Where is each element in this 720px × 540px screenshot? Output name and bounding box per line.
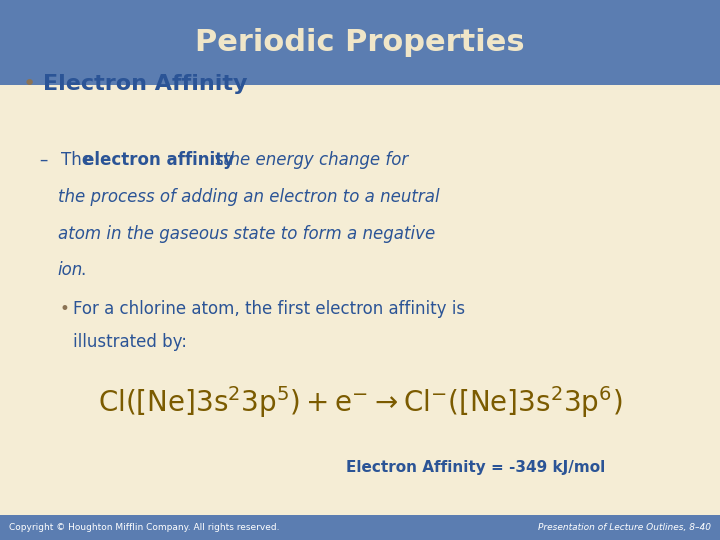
Text: electron affinity: electron affinity (83, 151, 234, 169)
Text: Copyright © Houghton Mifflin Company. All rights reserved.: Copyright © Houghton Mifflin Company. Al… (9, 523, 280, 532)
Text: illustrated by:: illustrated by: (73, 333, 187, 351)
Text: $\mathrm{Cl([Ne]3s^{2}3p^{5}) + e^{-} \rightarrow Cl^{-}([Ne]3s^{2}3p^{6})}$: $\mathrm{Cl([Ne]3s^{2}3p^{5}) + e^{-} \r… (98, 384, 622, 420)
Text: Electron Affinity: Electron Affinity (43, 73, 248, 94)
Text: .: . (81, 261, 86, 279)
Text: atom in the gaseous state to form a negative: atom in the gaseous state to form a nega… (58, 225, 435, 242)
Text: The: The (61, 151, 97, 169)
Text: •: • (59, 300, 69, 318)
Text: the energy change for: the energy change for (223, 151, 408, 169)
Text: is: is (205, 151, 229, 169)
Text: –: – (40, 151, 53, 169)
Text: Presentation of Lecture Outlines, 8–40: Presentation of Lecture Outlines, 8–40 (538, 523, 711, 532)
Text: Periodic Properties: Periodic Properties (195, 28, 525, 57)
Text: For a chlorine atom, the first electron affinity is: For a chlorine atom, the first electron … (73, 300, 466, 318)
Text: •: • (23, 73, 36, 94)
Bar (0, 515, 720, 540)
Text: Electron Affinity = -349 kJ/mol: Electron Affinity = -349 kJ/mol (346, 460, 605, 475)
Bar (0, 0, 720, 85)
Text: the process of adding an electron to a neutral: the process of adding an electron to a n… (58, 188, 439, 206)
Text: ion: ion (58, 261, 83, 279)
